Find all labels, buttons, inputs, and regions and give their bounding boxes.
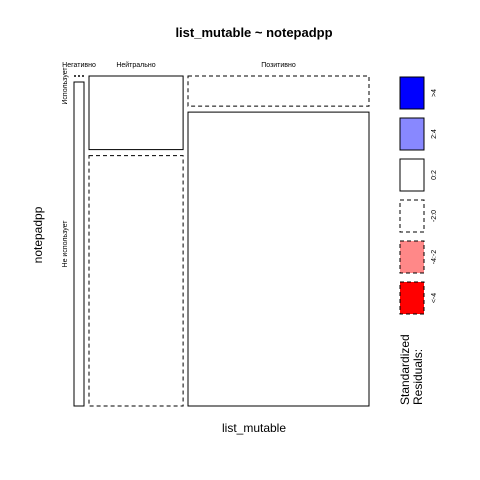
legend-swatch (399, 199, 425, 233)
y-level-label: Не использует (62, 220, 69, 268)
legend: >4 2:4 0:2 -2:0 -4:-2 <-4 (399, 76, 438, 315)
x-level-label: Негативно (62, 62, 96, 69)
mosaic-cells (73, 75, 370, 407)
chart-title: list_mutable ~ notepadpp (175, 25, 332, 40)
legend-label: <-4 (431, 293, 438, 303)
legend-swatch (399, 76, 425, 110)
mosaic-cell (88, 75, 184, 151)
y-level-labels: Использует Не использует (62, 67, 69, 268)
mosaic-cell (187, 75, 370, 107)
mosaic-cell (73, 81, 85, 407)
legend-label: 2:4 (431, 129, 438, 139)
mosaic-cell (187, 111, 370, 407)
legend-label: 0:2 (431, 170, 438, 180)
x-level-labels: Негативно Нейтрально Позитивно (62, 61, 296, 69)
x-level-label: Нейтрально (116, 61, 155, 69)
x-level-label: Позитивно (261, 62, 296, 69)
legend-label: >4 (431, 89, 438, 97)
legend-title: Standardized Residuals: (398, 331, 425, 405)
legend-swatch (399, 158, 425, 192)
legend-label: -4:-2 (431, 250, 438, 265)
y-level-label: Использует (62, 67, 69, 105)
legend-swatch (399, 117, 425, 151)
mosaic-cell (88, 155, 184, 407)
legend-label: -2:0 (431, 210, 438, 222)
legend-swatch (399, 240, 425, 274)
x-axis-label: list_mutable (222, 421, 286, 435)
legend-swatch (399, 281, 425, 315)
y-axis-label: notepadpp (31, 206, 45, 263)
